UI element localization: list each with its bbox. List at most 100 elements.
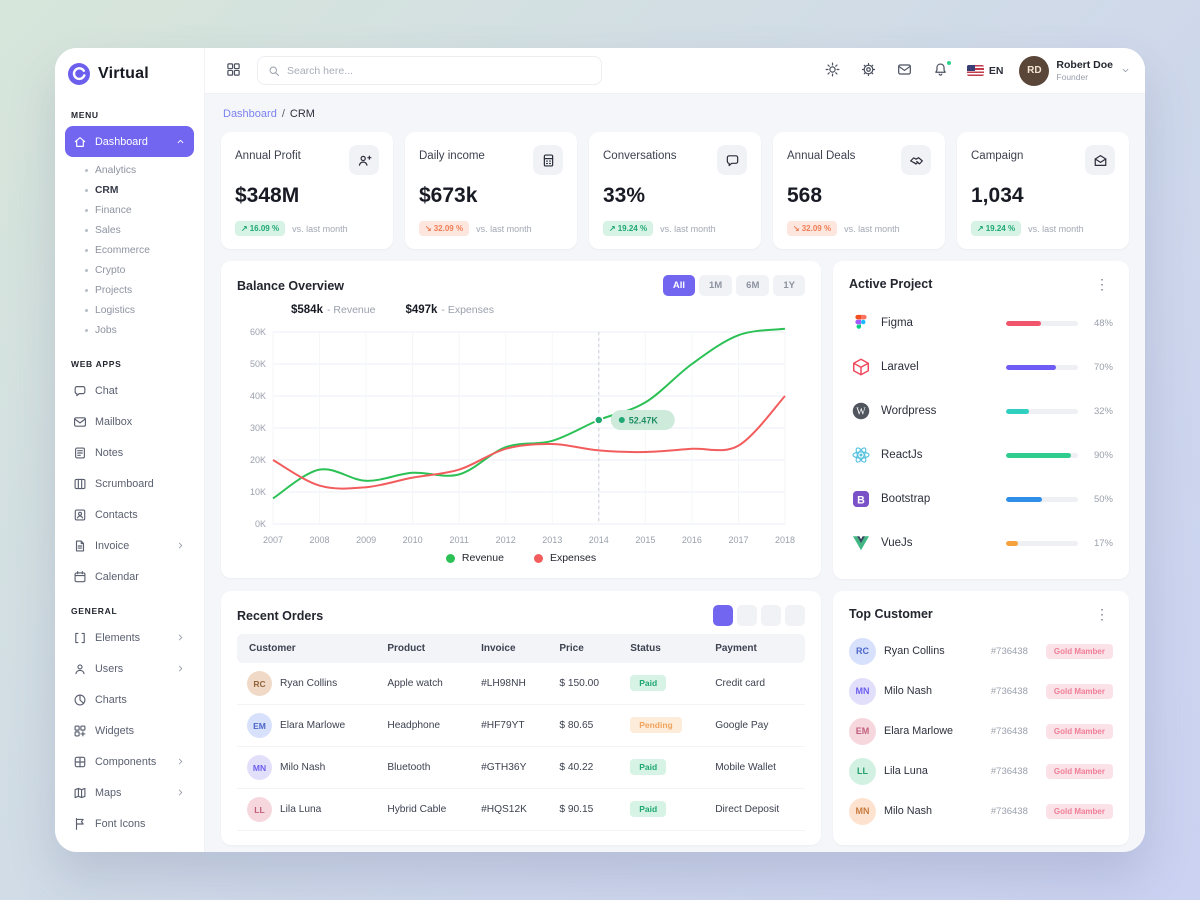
language-label: EN	[988, 64, 1004, 77]
sidebar-item-components[interactable]: Components	[65, 746, 194, 777]
stat-delta-badge: ↘ 32.09 %	[787, 221, 838, 236]
sidebar-item-calendar[interactable]: Calendar	[65, 561, 194, 592]
sidebar-subitem-crm[interactable]: CRM	[85, 180, 194, 200]
sidebar-subitem-ecommerce[interactable]: Ecommerce	[85, 240, 194, 260]
sidebar-subitem-projects[interactable]: Projects	[85, 280, 194, 300]
apps-grid-button[interactable]	[219, 57, 247, 85]
orders-tab-1m[interactable]	[737, 605, 757, 626]
svg-text:60K: 60K	[250, 327, 266, 337]
project-name: Figma	[881, 317, 913, 329]
sidebar-item-users[interactable]: Users	[65, 653, 194, 684]
vue-icon	[849, 532, 872, 555]
orders-col-price: Price	[549, 634, 621, 663]
sidebar-subitem-crypto[interactable]: Crypto	[85, 260, 194, 280]
order-row[interactable]: RC Ryan Collins Apple watch #LH98NH $ 150.00…	[237, 663, 805, 705]
sidebar-item-dashboard[interactable]: Dashboard	[65, 126, 194, 157]
settings-button[interactable]	[855, 57, 883, 85]
order-row[interactable]: LL Lila Luna Hybrid Cable #HQS12K $ 90.15 Pai…	[237, 788, 805, 831]
maps-icon	[73, 786, 87, 800]
sidebar-item-label: Dashboard	[95, 135, 148, 148]
order-invoice: #GTH36Y	[471, 746, 550, 789]
balance-summary-labels: $584k - Revenue $497k - Expenses	[291, 304, 805, 316]
sidebar-subitem-logistics[interactable]: Logistics	[85, 300, 194, 320]
sidebar-item-maps[interactable]: Maps	[65, 777, 194, 808]
balance-tab-all[interactable]: All	[662, 275, 695, 296]
customer-id: #736438	[990, 725, 1028, 737]
svg-text:B: B	[857, 494, 865, 506]
wordpress-icon: W	[849, 400, 872, 423]
search-box[interactable]	[257, 56, 602, 85]
breadcrumb-section-link[interactable]: Dashboard	[223, 108, 277, 120]
sidebar-subitem-jobs[interactable]: Jobs	[85, 320, 194, 340]
sidebar-item-charts[interactable]: Charts	[65, 684, 194, 715]
sidebar-item-font-icons[interactable]: Font Icons	[65, 808, 194, 839]
project-percent: 70%	[1093, 361, 1113, 373]
stats-row: Annual Profit $348M ↗ 16.09 % vs. last month…	[221, 132, 1129, 249]
stat-title: Annual Profit	[235, 150, 301, 162]
balance-tab-1m[interactable]: 1M	[698, 275, 733, 296]
language-selector[interactable]: EN	[963, 65, 1008, 77]
sidebar-item-mailbox[interactable]: Mailbox	[65, 406, 194, 437]
balance-tab-6m[interactable]: 6M	[736, 275, 770, 296]
stat-delta-badge: ↘ 32.09 %	[419, 221, 470, 236]
legend-dot	[445, 553, 455, 563]
orders-tab-6m[interactable]	[761, 605, 781, 626]
order-row[interactable]: EM Elara Marlowe Headphone #HF79YT $ 80.65 Pe…	[237, 704, 805, 747]
order-invoice: #HQS12K	[471, 788, 550, 831]
sidebar-subitem-finance[interactable]: Finance	[85, 200, 194, 220]
users-icon	[73, 662, 87, 676]
orders-col-payment: Payment	[705, 634, 805, 663]
search-icon	[268, 65, 280, 77]
sidebar-item-scrumboard[interactable]: Scrumboard	[65, 468, 194, 499]
order-invoice: #HF79YT	[471, 704, 550, 747]
notifications-button[interactable]	[927, 57, 955, 85]
balance-tab-1y[interactable]: 1Y	[773, 275, 805, 296]
project-row-figma: Figma 48%	[849, 301, 1113, 345]
note-icon	[73, 446, 87, 460]
brand-logo-icon	[67, 62, 91, 86]
stat-note: vs. last month	[660, 223, 716, 234]
membership-badge: Gold Mamber	[1045, 763, 1113, 779]
orders-tab-1y[interactable]	[785, 605, 805, 626]
svg-text:2015: 2015	[635, 535, 655, 545]
customer-row[interactable]: MN Milo Nash #736438 Gold Mamber	[849, 791, 1113, 831]
order-payment: Direct Deposit	[705, 788, 805, 831]
stat-card-campaign: Campaign 1,034 ↗ 19.24 % vs. last month	[957, 132, 1129, 249]
order-product: Bluetooth	[377, 746, 472, 789]
sidebar-item-contacts[interactable]: Contacts	[65, 499, 194, 530]
chevron-right-icon	[175, 540, 186, 551]
customer-row[interactable]: LL Lila Luna #736438 Gold Mamber	[849, 751, 1113, 791]
svg-text:2012: 2012	[496, 535, 516, 545]
status-badge: Pending	[630, 717, 682, 733]
theme-toggle-button[interactable]	[819, 57, 847, 85]
chevron-right-icon	[175, 756, 186, 767]
brand[interactable]: Virtual	[65, 60, 194, 96]
user-menu[interactable]: RD Robert Doe Founder	[1015, 55, 1131, 86]
order-invoice: #LH98NH	[471, 663, 550, 705]
sidebar-subitem-analytics[interactable]: Analytics	[85, 160, 194, 180]
order-row[interactable]: MN Milo Nash Bluetooth #GTH36Y $ 40.22 Paid Mo…	[237, 746, 805, 789]
chevron-right-icon	[175, 787, 186, 798]
messages-button[interactable]	[891, 57, 919, 85]
search-input[interactable]	[287, 64, 591, 77]
breadcrumb-current-page: CRM	[289, 108, 315, 120]
orders-table: Customer Product Invoice Price Status Payment…	[237, 634, 805, 831]
sidebar-item-notes[interactable]: Notes	[65, 437, 194, 468]
orders-tab-all[interactable]	[713, 605, 733, 626]
kebab-menu-icon[interactable]: ⋮	[1091, 605, 1113, 623]
kebab-menu-icon[interactable]: ⋮	[1091, 275, 1113, 293]
sidebar-subitem-sales[interactable]: Sales	[85, 220, 194, 240]
user-plus-icon	[349, 145, 379, 175]
customer-row[interactable]: RC Ryan Collins #736438 Gold Mamber	[849, 631, 1113, 671]
svg-text:2009: 2009	[356, 535, 376, 545]
sidebar-item-invoice[interactable]: Invoice	[65, 530, 194, 561]
sidebar-item-chat[interactable]: Chat	[65, 375, 194, 406]
apps-grid-icon	[226, 62, 241, 80]
customer-row[interactable]: MN Milo Nash #736438 Gold Mamber	[849, 671, 1113, 711]
sidebar-item-widgets[interactable]: Widgets	[65, 715, 194, 746]
customer-row[interactable]: EM Elara Marlowe #736438 Gold Mamber	[849, 711, 1113, 751]
sidebar-section-label: GENERAL	[71, 606, 118, 616]
sidebar-item-elements[interactable]: Elements	[65, 622, 194, 653]
active-project-card: Active Project ⋮ Figma 48% Laravel 70% W Word…	[833, 261, 1129, 579]
revenue-summary: $584k - Revenue	[291, 304, 376, 316]
